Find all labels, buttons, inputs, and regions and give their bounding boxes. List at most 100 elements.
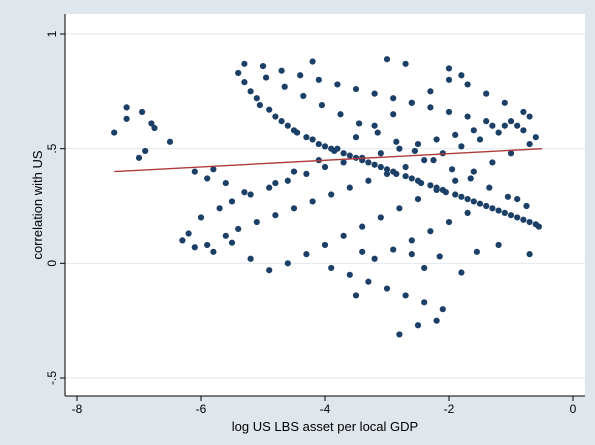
data-point (346, 271, 353, 278)
data-point (414, 196, 422, 203)
data-point (253, 95, 260, 102)
data-point (514, 122, 521, 129)
data-point (340, 232, 347, 239)
data-point (526, 113, 533, 120)
data-point (402, 60, 409, 67)
data-point (346, 184, 353, 191)
data-point (111, 129, 118, 136)
data-point (442, 189, 449, 196)
data-point (439, 150, 446, 157)
data-point (334, 145, 341, 152)
data-point (390, 95, 397, 102)
data-point (408, 175, 415, 182)
data-point (303, 251, 310, 258)
data-point (166, 138, 174, 145)
data-point (241, 79, 248, 86)
data-point (402, 163, 409, 171)
data-point (458, 143, 465, 150)
data-point (464, 81, 471, 88)
data-point (433, 136, 440, 143)
data-point (402, 173, 409, 180)
data-point (445, 108, 453, 116)
data-point (464, 209, 471, 216)
data-point (321, 163, 329, 171)
x-axis-label: log US LBS asset per local GDP (232, 419, 418, 434)
data-point (228, 239, 236, 246)
data-point (473, 248, 480, 255)
data-point (393, 138, 400, 145)
data-point (278, 67, 285, 74)
data-point (452, 177, 459, 184)
data-point (489, 159, 496, 166)
data-point (356, 120, 363, 127)
y-tick-label: 1 (45, 30, 59, 37)
data-point (507, 150, 515, 157)
data-point (334, 81, 341, 88)
data-point (256, 101, 263, 109)
data-point (452, 131, 459, 139)
y-tick-label: .5 (45, 143, 59, 153)
fit-line-group (114, 147, 543, 173)
data-point (377, 163, 384, 171)
data-point (309, 198, 316, 205)
data-point (371, 122, 378, 129)
y-axis-label: correlation with US (30, 150, 45, 259)
data-point (436, 253, 443, 260)
data-point (228, 198, 236, 205)
data-point (458, 193, 465, 200)
data-point (501, 122, 508, 129)
data-point (489, 205, 496, 212)
data-point (272, 212, 279, 219)
data-point (374, 129, 381, 136)
data-point (300, 92, 307, 100)
data-point (204, 175, 211, 182)
data-point (408, 251, 415, 258)
data-point (383, 285, 391, 292)
data-point (123, 115, 130, 122)
data-point (421, 299, 428, 306)
data-point (247, 255, 254, 262)
x-tick-label: 0 (570, 402, 577, 416)
data-point (191, 244, 198, 251)
data-point (222, 179, 229, 187)
data-point (371, 255, 378, 262)
data-point (483, 118, 490, 125)
fit-line (114, 147, 543, 173)
data-point (532, 134, 539, 141)
data-point (315, 140, 322, 148)
data-point (272, 179, 279, 187)
data-point (520, 216, 527, 223)
data-point (458, 72, 465, 79)
data-point (396, 205, 403, 212)
data-point (476, 200, 484, 207)
data-point (483, 90, 490, 97)
y-tick-label: 0 (45, 260, 59, 267)
data-point (259, 63, 267, 70)
data-point (151, 124, 158, 132)
data-point (309, 58, 316, 65)
data-point (495, 129, 502, 136)
data-point (396, 145, 403, 152)
data-point (402, 292, 409, 299)
data-point (321, 241, 329, 249)
data-point (467, 175, 474, 182)
data-point (390, 111, 397, 118)
data-point (464, 196, 471, 203)
data-point (235, 225, 242, 233)
data-point (365, 159, 372, 166)
data-point (290, 205, 298, 212)
data-point (340, 159, 347, 166)
data-point (393, 170, 400, 177)
data-point (483, 202, 490, 210)
data-point (526, 140, 533, 148)
data-point (377, 150, 384, 157)
axes: -8 -6 -4 -2 0 -.5 0 .5 1 (45, 14, 585, 416)
data-point (337, 111, 344, 118)
data-point (433, 186, 440, 194)
data-point (142, 147, 149, 155)
data-point (210, 166, 217, 173)
data-point (216, 205, 223, 212)
data-point (470, 127, 477, 134)
data-point (241, 189, 248, 196)
data-point (449, 166, 456, 173)
